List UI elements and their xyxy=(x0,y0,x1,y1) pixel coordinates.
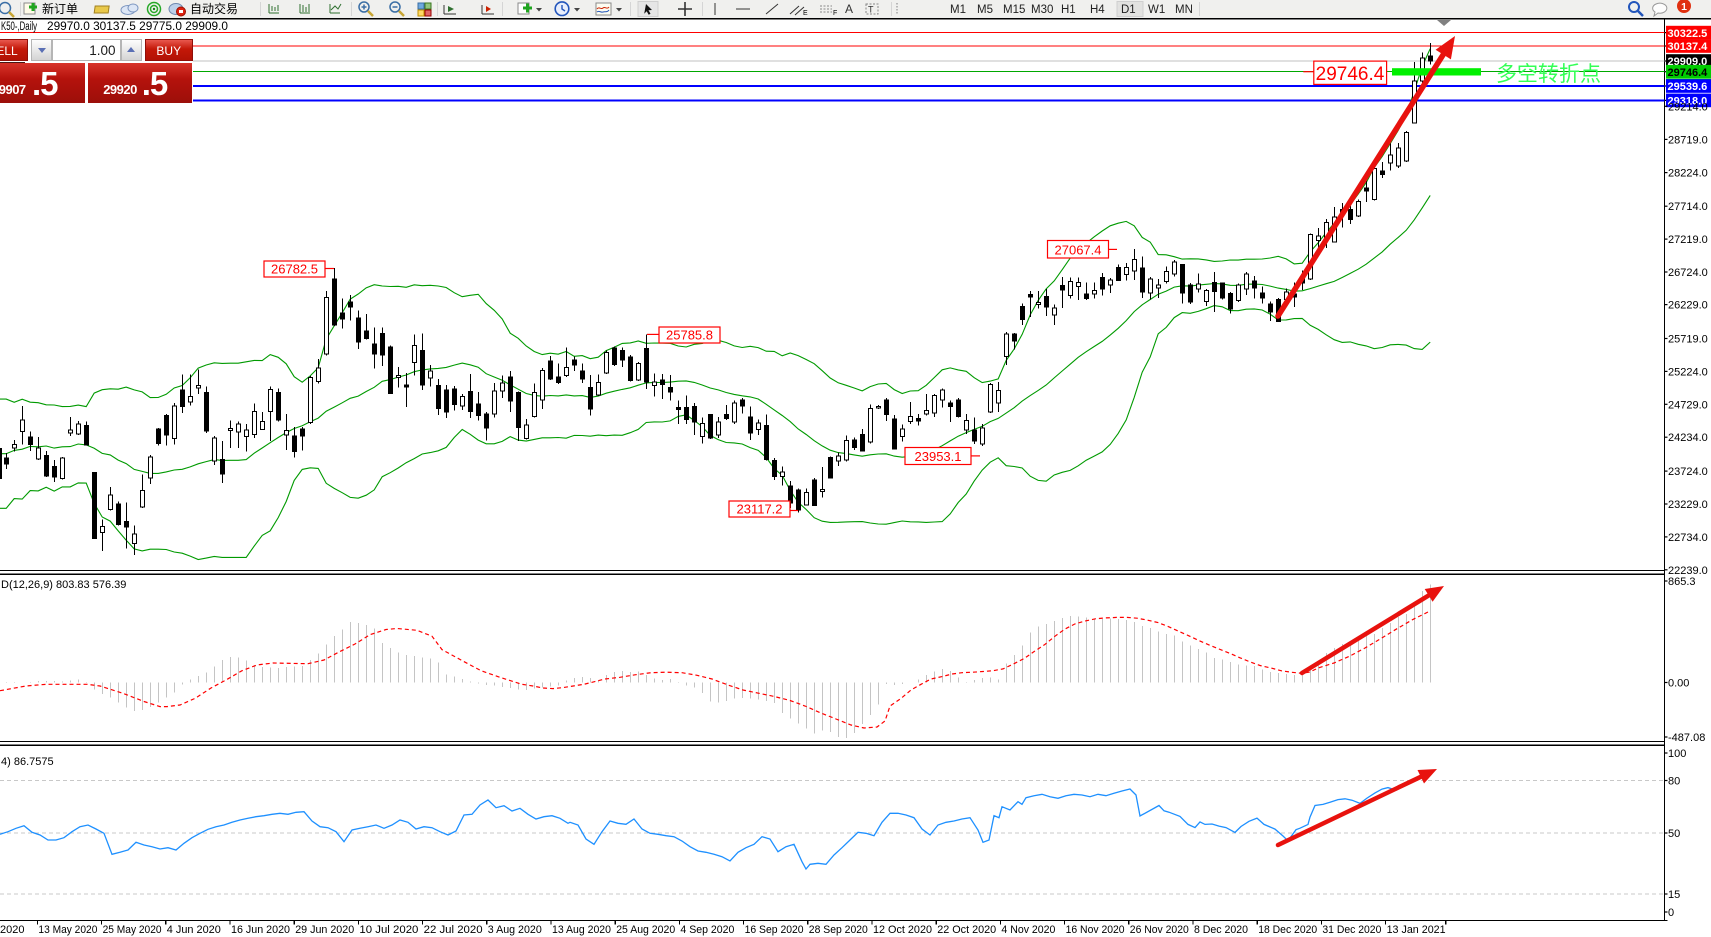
svg-text:W1: W1 xyxy=(1148,4,1165,16)
svg-text:A: A xyxy=(845,2,853,16)
svg-text:多空转折点: 多空转折点 xyxy=(1496,63,1601,86)
svg-text:29318.0: 29318.0 xyxy=(1668,96,1708,108)
svg-text:25785.8: 25785.8 xyxy=(666,328,713,343)
svg-text:24234.0: 24234.0 xyxy=(1668,432,1708,444)
svg-text:M5: M5 xyxy=(977,4,993,16)
svg-text:27067.4: 27067.4 xyxy=(1055,243,1102,258)
svg-text:新订单: 新订单 xyxy=(42,1,78,16)
svg-text:28224.0: 28224.0 xyxy=(1668,168,1708,180)
svg-text:865.3: 865.3 xyxy=(1668,576,1696,588)
svg-text:4 Sep 2020: 4 Sep 2020 xyxy=(680,924,734,936)
svg-text:28719.0: 28719.0 xyxy=(1668,134,1708,146)
svg-text:12 Oct 2020: 12 Oct 2020 xyxy=(873,924,932,936)
svg-text:23953.1: 23953.1 xyxy=(915,449,962,464)
svg-text:H4: H4 xyxy=(1090,4,1105,16)
svg-text:M30: M30 xyxy=(1031,4,1053,16)
svg-text:25 Aug 2020: 25 Aug 2020 xyxy=(616,924,675,936)
svg-text:22 Oct 2020: 22 Oct 2020 xyxy=(937,924,996,936)
svg-text:18 Dec 2020: 18 Dec 2020 xyxy=(1258,924,1317,936)
svg-text:1: 1 xyxy=(1681,1,1687,13)
svg-text:26782.5: 26782.5 xyxy=(271,262,318,277)
svg-text:27714.0: 27714.0 xyxy=(1668,201,1708,213)
svg-text:27219.0: 27219.0 xyxy=(1668,234,1708,246)
svg-text:0.00: 0.00 xyxy=(1668,678,1689,690)
svg-text:29746.4: 29746.4 xyxy=(1668,67,1709,79)
svg-text:10 Jul 2020: 10 Jul 2020 xyxy=(359,924,418,936)
svg-text:H1: H1 xyxy=(1061,4,1076,16)
svg-text:K50-,Daily: K50-,Daily xyxy=(1,21,37,33)
svg-text:23117.2: 23117.2 xyxy=(736,502,782,517)
svg-text:24729.0: 24729.0 xyxy=(1668,399,1708,411)
svg-text:-487.08: -487.08 xyxy=(1668,732,1705,744)
svg-text:13 Aug 2020: 13 Aug 2020 xyxy=(552,924,611,936)
svg-text:29970.0 30137.5 29775.0 29909.: 29970.0 30137.5 29775.0 29909.0 xyxy=(47,21,228,33)
svg-text:31 Dec 2020: 31 Dec 2020 xyxy=(1322,924,1381,936)
svg-text:25719.0: 25719.0 xyxy=(1668,334,1708,346)
svg-text:E: E xyxy=(803,10,808,17)
svg-text:25224.0: 25224.0 xyxy=(1668,366,1708,378)
svg-text:F: F xyxy=(833,10,837,17)
svg-text:25 May 2020: 25 May 2020 xyxy=(103,924,162,936)
svg-text:29539.6: 29539.6 xyxy=(1668,81,1708,93)
svg-text:4 Jun 2020: 4 Jun 2020 xyxy=(167,924,221,936)
svg-text:3 Aug 2020: 3 Aug 2020 xyxy=(488,924,542,936)
svg-text:15: 15 xyxy=(1668,889,1680,901)
svg-text:22 Jul 2020: 22 Jul 2020 xyxy=(424,924,483,936)
svg-text:16 Sep 2020: 16 Sep 2020 xyxy=(745,924,804,936)
svg-text:50: 50 xyxy=(1668,828,1680,840)
svg-text:22734.0: 22734.0 xyxy=(1668,532,1708,544)
svg-text:29746.4: 29746.4 xyxy=(1316,64,1385,85)
svg-text:30322.5: 30322.5 xyxy=(1668,28,1708,40)
svg-text:M15: M15 xyxy=(1003,4,1025,16)
svg-text:16 Jun 2020: 16 Jun 2020 xyxy=(231,924,290,936)
svg-text:M1: M1 xyxy=(950,4,966,16)
svg-text:26229.0: 26229.0 xyxy=(1668,300,1708,312)
svg-text:13 May 2020: 13 May 2020 xyxy=(38,924,97,936)
svg-text:26724.0: 26724.0 xyxy=(1668,267,1708,279)
svg-text:4) 86.7575: 4) 86.7575 xyxy=(1,756,54,768)
svg-text:D1: D1 xyxy=(1121,4,1136,16)
svg-text:29214.0: 29214.0 xyxy=(1668,101,1708,113)
svg-text:T: T xyxy=(868,5,874,15)
svg-text:13 Jan 2021: 13 Jan 2021 xyxy=(1387,924,1446,936)
svg-text:8 Dec 2020: 8 Dec 2020 xyxy=(1194,924,1248,936)
svg-text:26 Nov 2020: 26 Nov 2020 xyxy=(1130,924,1189,936)
svg-text:80: 80 xyxy=(1668,776,1680,788)
svg-text:自动交易: 自动交易 xyxy=(190,1,238,16)
svg-text:30137.4: 30137.4 xyxy=(1668,41,1709,53)
svg-text:4 Nov 2020: 4 Nov 2020 xyxy=(1001,924,1055,936)
svg-text:0: 0 xyxy=(1668,907,1674,919)
svg-text:MN: MN xyxy=(1175,4,1193,16)
svg-text:D(12,26,9) 803.83 576.39: D(12,26,9) 803.83 576.39 xyxy=(1,579,126,591)
svg-text:100: 100 xyxy=(1668,748,1686,760)
svg-text:22239.0: 22239.0 xyxy=(1668,565,1708,577)
svg-text:23724.0: 23724.0 xyxy=(1668,466,1708,478)
svg-text:2020: 2020 xyxy=(0,924,24,936)
svg-text:29 Jun 2020: 29 Jun 2020 xyxy=(295,924,354,936)
svg-text:23229.0: 23229.0 xyxy=(1668,499,1708,511)
svg-text:16 Nov 2020: 16 Nov 2020 xyxy=(1066,924,1125,936)
svg-text:28 Sep 2020: 28 Sep 2020 xyxy=(809,924,868,936)
